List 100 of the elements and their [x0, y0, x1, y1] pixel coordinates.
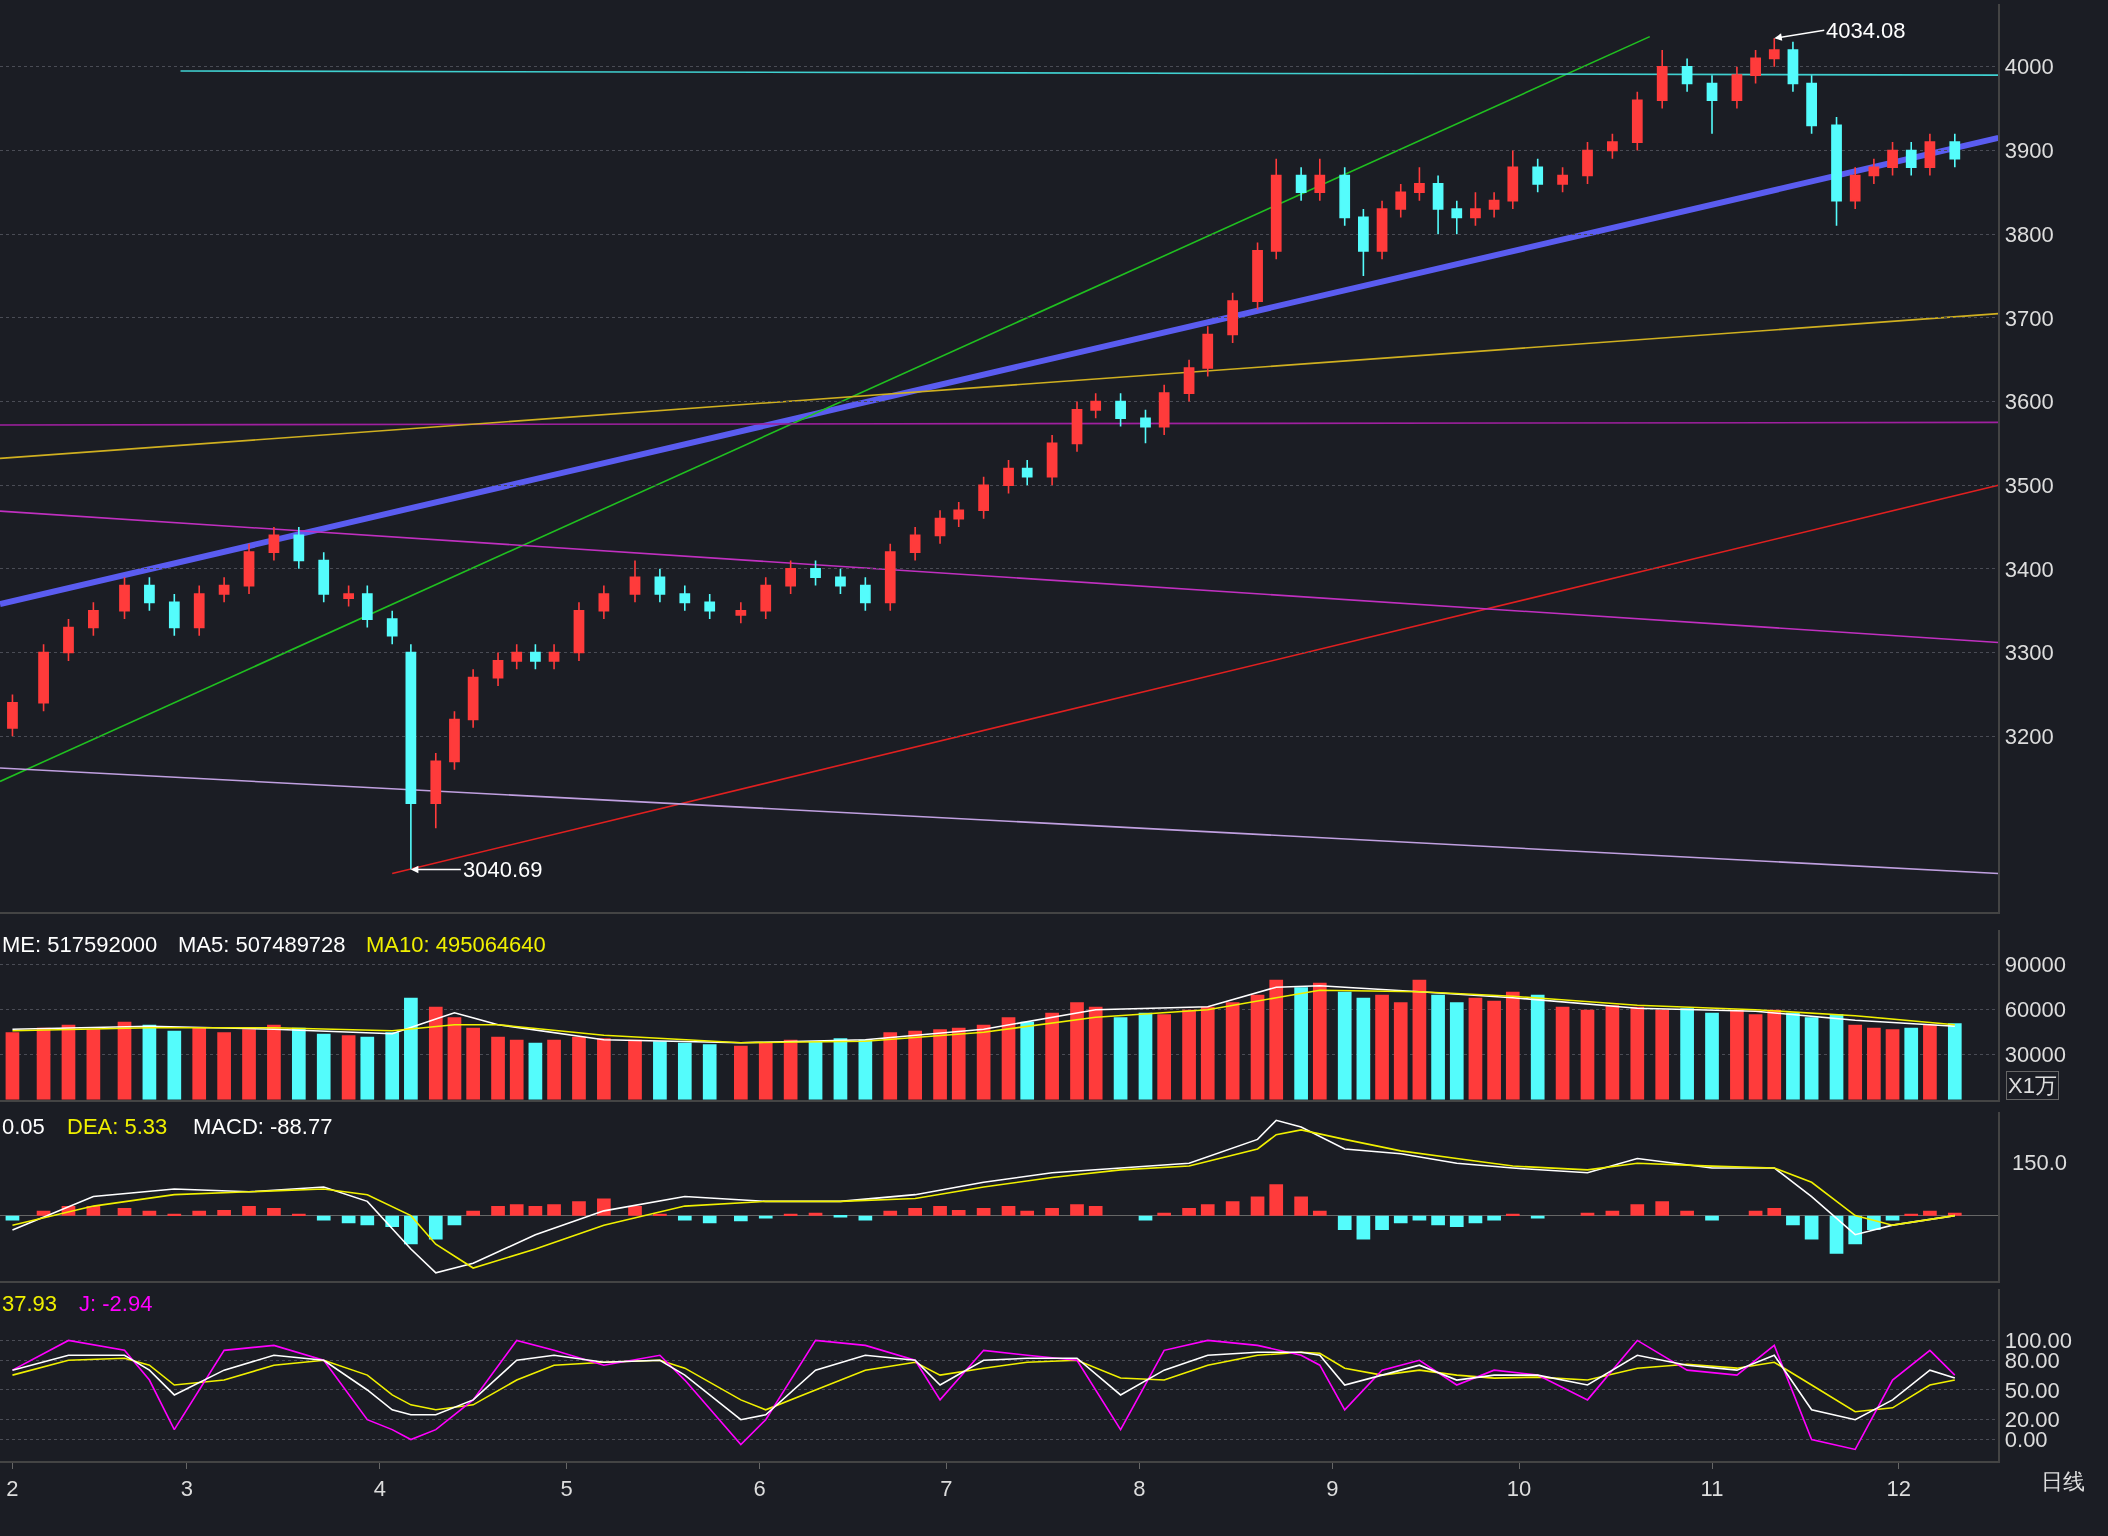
bar	[908, 1030, 922, 1100]
candlestick	[1949, 132, 1961, 168]
candlestick	[1507, 149, 1519, 210]
bar	[1530, 994, 1545, 1100]
bar	[1045, 1208, 1059, 1216]
bar	[1250, 994, 1265, 1100]
bar	[833, 1038, 848, 1100]
bar	[951, 1209, 966, 1216]
bar	[1356, 1215, 1371, 1240]
candlestick	[1488, 191, 1500, 219]
bar	[572, 1036, 586, 1100]
candlestick	[1395, 183, 1407, 219]
y-tick-label: 3700	[2004, 305, 2054, 331]
candlestick	[1557, 166, 1568, 194]
candlestick	[760, 576, 772, 620]
bar	[509, 1039, 524, 1100]
y-tick-label: 30000	[2004, 1042, 2066, 1068]
candlestick	[1227, 291, 1239, 344]
bar	[1505, 991, 1520, 1100]
candlestick	[1806, 74, 1817, 135]
bar	[1269, 1184, 1284, 1216]
bar	[1337, 991, 1352, 1100]
bar	[1294, 987, 1308, 1100]
bar	[404, 997, 418, 1100]
bar	[1088, 1206, 1103, 1216]
bar	[385, 1032, 400, 1100]
bar	[933, 1029, 947, 1100]
bar	[733, 1045, 748, 1100]
x-tick-label: 2	[6, 1475, 19, 1501]
bar	[428, 1006, 443, 1100]
bar	[547, 1204, 561, 1216]
candlestick	[268, 526, 280, 562]
bar	[1505, 1213, 1520, 1216]
bar	[1829, 1215, 1844, 1254]
candlestick	[1470, 191, 1481, 227]
candlestick	[1376, 199, 1388, 261]
x-tick-label: 3	[180, 1475, 193, 1501]
bar	[597, 1038, 611, 1100]
bar	[491, 1036, 505, 1100]
bar	[1767, 1208, 1782, 1216]
bar	[1630, 1204, 1645, 1216]
text: 150.0	[2012, 1150, 2068, 1175]
bar	[1250, 1196, 1265, 1216]
bar	[1269, 979, 1284, 1100]
candlestick	[361, 584, 373, 629]
bar	[491, 1206, 505, 1216]
bar	[1580, 1009, 1595, 1100]
bar	[808, 1212, 823, 1216]
bar	[883, 1032, 898, 1100]
annotation: ME: 517592000	[2, 932, 158, 957]
candlestick	[1252, 241, 1263, 311]
candlestick	[1905, 141, 1917, 177]
bar	[1200, 1204, 1215, 1216]
bar	[1337, 1215, 1352, 1230]
bar	[1294, 1196, 1308, 1216]
candlestick	[530, 643, 541, 671]
candlestick	[1706, 74, 1718, 135]
candlestick	[1532, 158, 1544, 194]
bar	[677, 1042, 692, 1100]
bar	[1225, 1201, 1240, 1216]
bar	[1804, 1017, 1819, 1100]
bar	[447, 1017, 462, 1100]
bar	[1088, 1006, 1103, 1100]
bar	[1157, 1014, 1172, 1100]
candlestick	[243, 542, 255, 595]
bar	[702, 1215, 717, 1224]
candlestick	[1868, 158, 1880, 185]
bar	[933, 1206, 947, 1216]
bar	[1655, 1201, 1670, 1216]
candlestick	[1887, 141, 1898, 177]
candlestick	[218, 576, 230, 604]
bar	[1923, 1024, 1937, 1100]
bar	[1020, 1021, 1035, 1100]
candlestick	[1046, 434, 1058, 486]
bar	[1182, 1208, 1196, 1216]
candlestick	[654, 568, 666, 604]
y-tick-label: 90000	[2004, 952, 2066, 978]
y-tick-label: 3500	[2004, 472, 2054, 498]
y-axis-title: X1万	[2008, 1073, 2057, 1098]
x-tick-label: 6	[753, 1475, 766, 1501]
candlestick	[293, 526, 305, 570]
candlestick	[1768, 37, 1780, 68]
candlestick	[679, 584, 691, 612]
bar	[291, 1027, 306, 1100]
candlestick	[1414, 166, 1425, 202]
bar	[1225, 1002, 1240, 1100]
candlestick	[386, 609, 398, 645]
bar	[1449, 1002, 1464, 1100]
candlestick	[1924, 132, 1936, 177]
bar	[1393, 1002, 1408, 1100]
bar	[267, 1024, 281, 1100]
annotation: 37.93	[2, 1291, 58, 1316]
bar	[1829, 1014, 1844, 1100]
bar	[1680, 1008, 1694, 1100]
bar	[1848, 1215, 1863, 1245]
bar	[466, 1027, 480, 1100]
bar	[1804, 1215, 1819, 1240]
bar	[783, 1039, 798, 1100]
bar	[217, 1032, 231, 1100]
x-tick-label: 12	[1886, 1475, 1912, 1501]
